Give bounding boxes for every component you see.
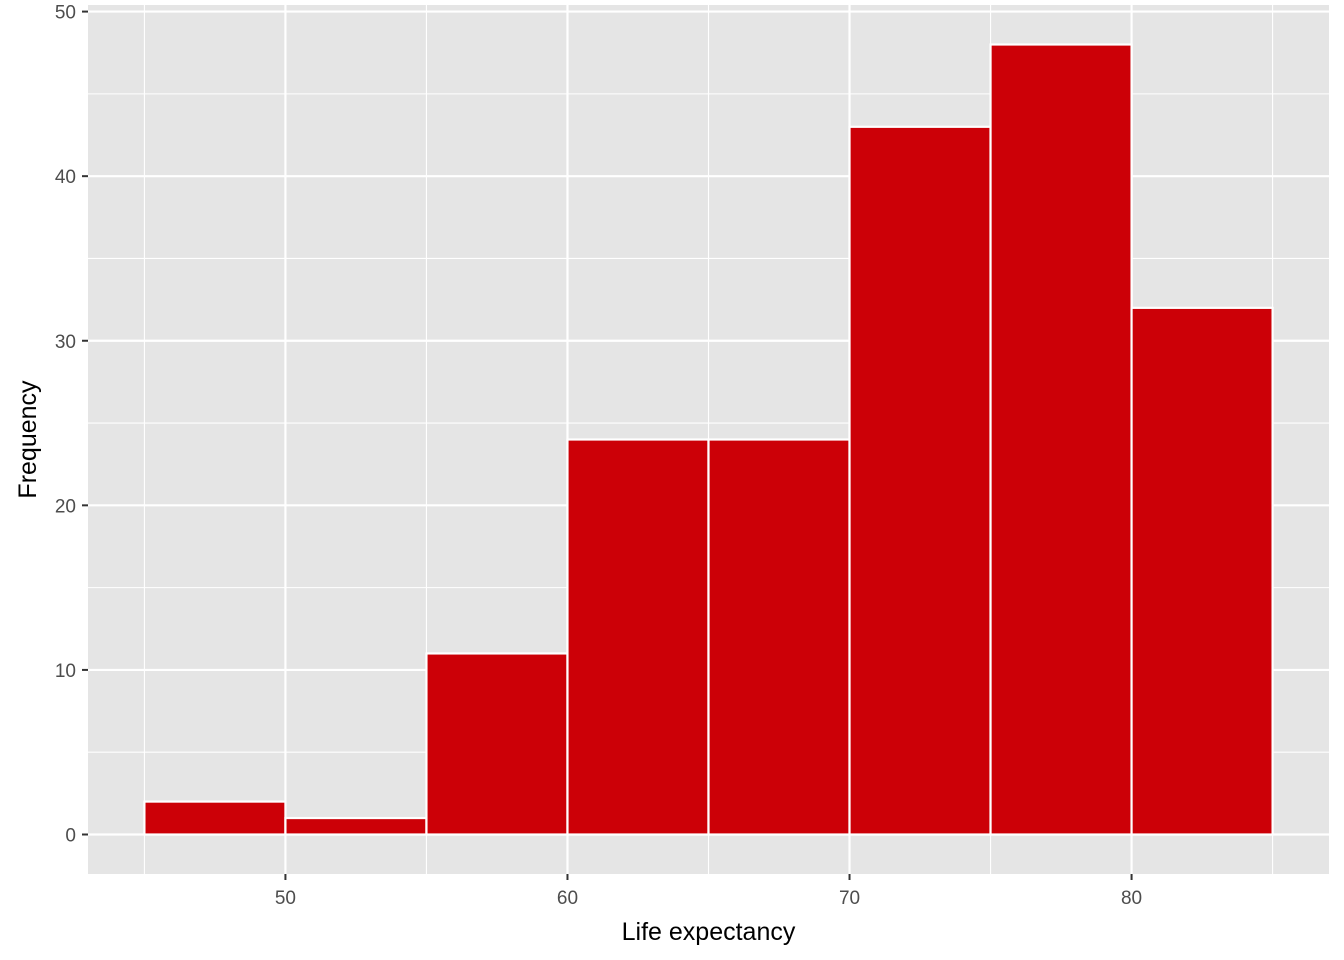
y-tick-label: 50: [55, 3, 76, 24]
histogram-bar: [284, 816, 428, 836]
y-tick-label: 30: [55, 332, 76, 353]
y-tick-label: 0: [65, 826, 76, 847]
y-tick-label: 20: [55, 496, 76, 517]
histogram-bar: [989, 43, 1133, 836]
y-tick-label: 10: [55, 661, 76, 682]
histogram-bar: [1130, 306, 1274, 836]
x-axis: 50 60 70 80: [275, 874, 1142, 909]
histogram-bar: [848, 125, 992, 836]
y-axis-title: Frequency: [14, 380, 42, 499]
x-tick-label: 60: [557, 888, 578, 909]
x-axis-title: Life expectancy: [622, 918, 796, 946]
histogram-bar: [143, 800, 287, 836]
x-tick-label: 70: [839, 888, 860, 909]
x-tick-label: 50: [275, 888, 296, 909]
y-axis: 0 10 20 30 40 50: [55, 3, 88, 847]
histogram-bar: [566, 438, 710, 836]
histogram-bar: [425, 652, 569, 836]
bars: [143, 43, 1274, 836]
x-tick-label: 80: [1121, 888, 1142, 909]
y-tick-label: 40: [55, 167, 76, 188]
histogram-bar: [707, 438, 851, 836]
